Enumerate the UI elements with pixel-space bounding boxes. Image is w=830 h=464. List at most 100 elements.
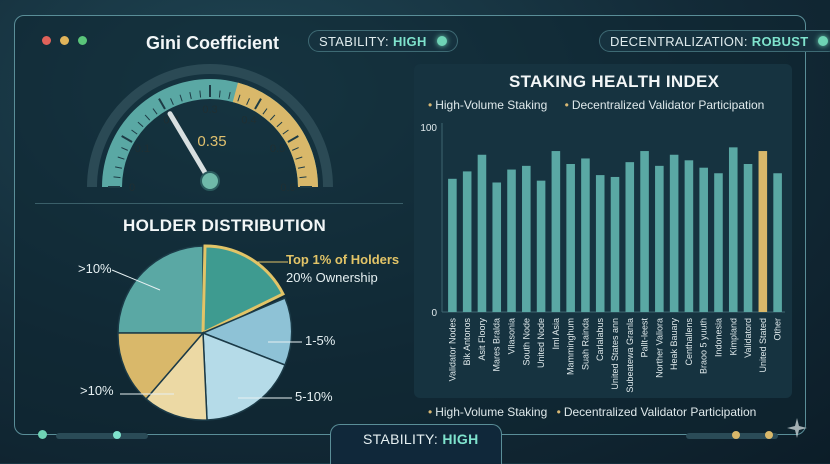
gauge-tick <box>262 108 268 115</box>
gauge-value-label: 0.35 <box>197 133 226 150</box>
gauge-tick <box>152 108 158 115</box>
bar[interactable] <box>595 175 605 312</box>
chart-title: STAKING HEALTH INDEX <box>509 72 720 91</box>
x-tick-label: Carlalabus <box>595 318 605 362</box>
bar[interactable] <box>699 167 708 312</box>
bar[interactable] <box>536 180 546 312</box>
chart-legend-bottom: • High-Volume Staking • Decentralized Vali… <box>428 405 756 419</box>
bar[interactable] <box>507 169 516 312</box>
bar[interactable] <box>610 176 620 312</box>
gauge-tick <box>113 176 121 179</box>
left-slider-thumb[interactable] <box>113 431 121 439</box>
leader-line <box>111 269 161 291</box>
bottom-stability-label: STABILITY: <box>363 431 439 447</box>
holder-distribution-pie: >10% 1-5% 5-10% >10% Top 1% of Holders 2… <box>78 244 399 421</box>
x-tick-label: Braoo 5 yuuth <box>699 318 709 374</box>
gauge-tick <box>131 129 138 135</box>
gauge-tick <box>269 114 276 121</box>
gauge-needle <box>167 111 213 184</box>
y-tick-label: 0 <box>431 308 437 319</box>
gauge-tick <box>144 114 151 121</box>
gauge-tick <box>170 98 174 105</box>
legend-item: High-Volume Staking <box>435 98 548 112</box>
bottom-stability-value: HIGH <box>442 431 479 447</box>
gauge-tick-label: 0.4 <box>241 114 256 126</box>
x-tick-label: Suah Rainda <box>580 318 590 370</box>
bar[interactable] <box>522 165 531 312</box>
left-slider-track[interactable] <box>56 433 148 439</box>
bar[interactable] <box>492 182 502 313</box>
x-tick-label: Mares Bralda <box>492 318 502 372</box>
gauge-tick <box>218 90 221 98</box>
x-tick-label: Norther Valiora <box>654 318 664 378</box>
x-tick-label: Subeatewa Granla <box>625 318 635 393</box>
bar[interactable] <box>743 164 753 312</box>
gauge-tick <box>117 156 125 160</box>
window-close-dot[interactable] <box>42 36 51 45</box>
chart-legend-top: • High-Volume Staking • Decentralized Vali… <box>428 98 764 112</box>
gauge-tick <box>295 156 303 160</box>
bar[interactable] <box>462 171 472 312</box>
gini-gauge: 00.10.20.30.40.50.6 0.35 <box>87 64 333 194</box>
x-tick-label: United Stated <box>758 318 768 373</box>
gauge-hub <box>200 171 220 191</box>
gauge-tick-label: 0.3 <box>202 104 217 116</box>
gauge-tick <box>199 90 202 98</box>
right-slider-thumb[interactable] <box>732 431 740 439</box>
pie-title: HOLDER DISTRIBUTION <box>123 216 327 235</box>
gauge-tick <box>292 147 299 151</box>
x-tick-label: Validatord <box>743 318 753 358</box>
gauge-tick <box>297 166 305 169</box>
bar[interactable] <box>581 158 590 312</box>
x-tick-label: Validator Nodes <box>447 318 457 382</box>
bar[interactable] <box>684 160 694 312</box>
x-tick-label: United States ann <box>610 318 620 390</box>
gauge-tick <box>228 92 231 100</box>
gauge-tick-label: 0.1 <box>135 143 150 155</box>
sparkle-icon <box>787 418 807 438</box>
gauge-tick <box>121 147 128 151</box>
stability-value: HIGH <box>392 33 427 49</box>
window-minimize-dot[interactable] <box>60 36 69 45</box>
stability-status-pill: STABILITY: HIGH <box>308 30 458 52</box>
bar[interactable] <box>625 162 635 312</box>
status-led-icon <box>818 36 829 46</box>
x-tick-label: Iml Asia <box>551 318 561 350</box>
indicator-dot <box>765 431 773 439</box>
bar[interactable] <box>551 151 561 312</box>
gauge-tick <box>299 176 307 179</box>
decentralization-label: DECENTRALIZATION: <box>610 33 748 49</box>
bar[interactable] <box>773 173 782 312</box>
pie-callout-subtitle: 20% Ownership <box>286 270 378 285</box>
legend-bullet-icon: • <box>428 405 433 419</box>
gauge-tick <box>287 135 299 143</box>
gauge-tick <box>121 135 133 143</box>
gauge-tick <box>246 98 250 105</box>
gauge-tick <box>282 129 289 135</box>
gauge-outer-rim <box>87 64 333 188</box>
pie-slice-cream <box>144 331 208 421</box>
bar[interactable] <box>477 154 487 312</box>
decentralization-value: ROBUST <box>751 33 809 49</box>
pie-slice-top-1 <box>201 244 286 336</box>
x-tick-label: Mamminghum <box>566 318 576 375</box>
gauge-tick <box>237 94 241 102</box>
x-tick-label: Asit Floory <box>477 318 487 361</box>
x-tick-label: South Node <box>521 318 531 366</box>
x-tick-label: Pallt-leest <box>640 318 650 358</box>
bar[interactable] <box>448 178 457 312</box>
bar[interactable] <box>655 165 664 312</box>
bar[interactable] <box>566 164 575 312</box>
gauge-tick-label: 0.6 <box>280 182 295 194</box>
gauge-tick <box>179 94 183 102</box>
bar[interactable] <box>640 151 649 312</box>
window-maximize-dot[interactable] <box>78 36 87 45</box>
legend-item: High-Volume Staking <box>435 405 548 419</box>
bar[interactable] <box>728 147 738 312</box>
x-tick-label: Centhallens <box>684 318 694 366</box>
bar[interactable] <box>714 173 723 312</box>
legend-item: Decentralized Validator Participation <box>563 405 757 419</box>
bar[interactable] <box>669 154 679 312</box>
bar[interactable] <box>758 151 768 312</box>
